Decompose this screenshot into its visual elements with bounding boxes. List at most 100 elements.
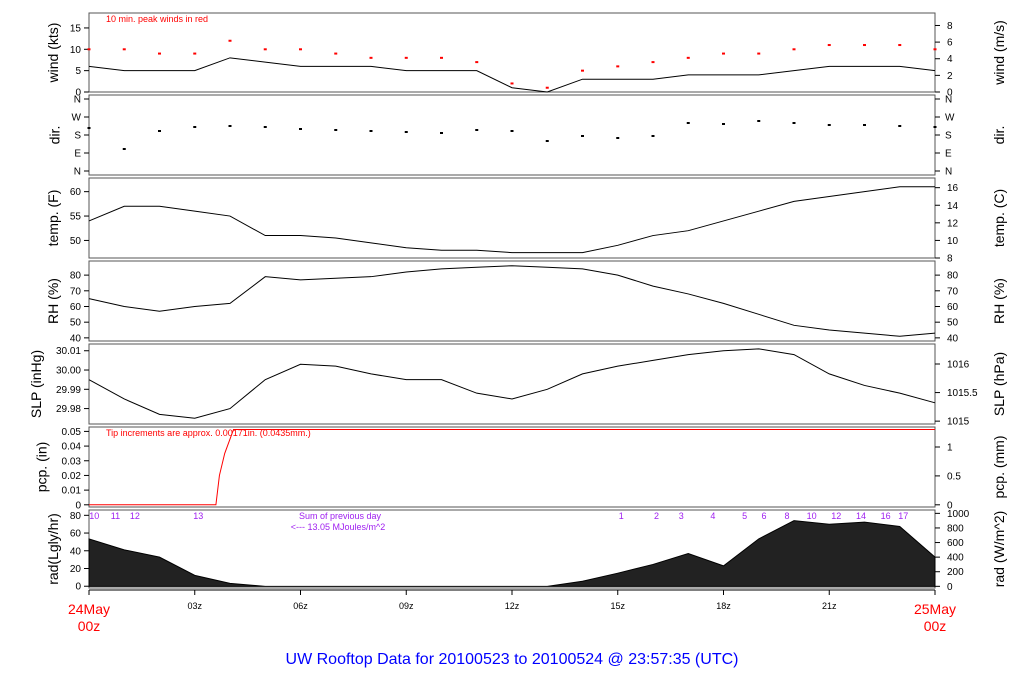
dir-direction-point xyxy=(228,125,232,127)
rad-area xyxy=(88,520,936,587)
pcp-panel-frame xyxy=(88,426,936,508)
pcp-rtick-label: 0 xyxy=(947,500,953,511)
dir-rtick-label: E xyxy=(945,149,952,160)
dir-direction-point xyxy=(757,120,761,122)
dir-direction-point xyxy=(545,140,549,142)
dir-direction-point xyxy=(827,124,831,126)
chart-title: UW Rooftop Data for 20100523 to 20100524… xyxy=(285,651,739,668)
rad-ytick-label: 20 xyxy=(70,564,82,575)
rad-rtick-label: 0 xyxy=(947,582,953,593)
rad-hour-mark: 4 xyxy=(710,511,715,521)
dir-rtick-label: W xyxy=(945,113,955,124)
pcp-ytick-label: 0.03 xyxy=(62,456,82,467)
slp-ytick-label: 29.99 xyxy=(56,385,81,396)
pcp-ylabel-right: pcp. (mm) xyxy=(991,436,1007,499)
rh-ytick-label: 50 xyxy=(70,318,82,329)
pcp-pcp-line xyxy=(89,428,935,506)
rad-rtick-label: 400 xyxy=(947,553,964,564)
wind-wind-line xyxy=(88,57,936,93)
x-tick-label: 18z xyxy=(716,601,731,611)
rad-hour-mark: 14 xyxy=(856,511,866,521)
wind-peak-point xyxy=(440,56,443,59)
rad-rtick-label: 1000 xyxy=(947,509,970,520)
pcp-ytick-label: 0.05 xyxy=(62,427,82,438)
wind-peak-point xyxy=(545,86,549,89)
dir-ylabel-right: dir. xyxy=(991,126,1007,145)
rad-hour-mark: 6 xyxy=(762,511,767,521)
dir-direction-point xyxy=(863,124,866,126)
temp-rtick-label: 10 xyxy=(947,236,959,247)
rad-hour-mark: 10 xyxy=(89,511,99,521)
x-start-label: 00z xyxy=(78,618,101,634)
rh-ytick-label: 80 xyxy=(70,271,82,282)
rad-note-2: <--- 13.05 MJoules/m^2 xyxy=(291,522,386,532)
wind-rtick-label: 4 xyxy=(947,54,953,65)
wind-panel-frame xyxy=(88,12,936,93)
wind-peak-point xyxy=(475,61,479,64)
rad-ylabel-right: rad (W/m^2) xyxy=(991,511,1007,588)
dir-direction-point xyxy=(510,130,514,132)
pcp-note: Tip increments are approx. 0.00171in. (0… xyxy=(106,428,311,438)
x-end-label: 25May xyxy=(914,601,956,617)
rad-hour-mark: 16 xyxy=(881,511,891,521)
rh-ytick-label: 40 xyxy=(70,333,82,344)
x-tick-label: 12z xyxy=(505,601,520,611)
wind-ylabel-right: wind (m/s) xyxy=(991,20,1007,86)
wind-peak-point xyxy=(404,56,408,59)
dir-ytick-label: E xyxy=(74,149,81,160)
wind-peak-point xyxy=(581,69,584,72)
rad-note-1: Sum of previous day xyxy=(299,511,382,521)
wind-peak-point xyxy=(158,52,161,55)
wind-peak-point xyxy=(792,48,796,51)
slp-ylabel: SLP (inHg) xyxy=(28,350,44,418)
pcp-rtick-label: 1 xyxy=(947,443,953,454)
wind-peak-point xyxy=(369,56,373,59)
wind-rtick-label: 8 xyxy=(947,21,953,32)
rad-hour-mark: 10 xyxy=(807,511,817,521)
wind-peak-point xyxy=(299,48,302,51)
wind-ytick-label: 15 xyxy=(70,23,82,34)
rad-hour-mark: 5 xyxy=(742,511,747,521)
rh-rtick-label: 80 xyxy=(947,271,959,282)
dir-direction-point xyxy=(616,137,620,139)
rh-ylabel: RH (%) xyxy=(45,278,61,324)
x-tick-label: 06z xyxy=(293,601,308,611)
rad-ytick-label: 0 xyxy=(75,582,81,593)
dir-direction-point xyxy=(581,135,584,137)
temp-rtick-label: 12 xyxy=(947,218,959,229)
wind-peak-point xyxy=(863,44,866,47)
wind-rtick-label: 2 xyxy=(947,71,953,82)
wind-ytick-label: 5 xyxy=(75,66,81,77)
rad-hour-mark: 3 xyxy=(679,511,684,521)
temp-ytick-label: 55 xyxy=(70,212,82,223)
rad-rtick-label: 800 xyxy=(947,523,964,534)
dir-direction-point xyxy=(369,130,373,132)
temp-rtick-label: 16 xyxy=(947,183,959,194)
rh-rtick-label: 60 xyxy=(947,302,959,313)
rh-ytick-label: 70 xyxy=(70,286,82,297)
dir-rtick-label: N xyxy=(945,95,952,106)
temp-ylabel: temp. (F) xyxy=(45,190,61,247)
rh-panel-frame xyxy=(88,260,936,342)
temp-temp-line xyxy=(88,186,935,254)
dir-direction-point xyxy=(158,130,161,132)
wind-peak-point xyxy=(722,52,725,55)
rh-rtick-label: 70 xyxy=(947,286,959,297)
wind-peak-point xyxy=(87,48,91,51)
slp-rtick-label: 1016 xyxy=(947,360,970,371)
rad-ytick-label: 40 xyxy=(70,546,82,557)
slp-ytick-label: 30.01 xyxy=(56,346,81,357)
dir-direction-point xyxy=(263,126,267,128)
wind-peak-point xyxy=(757,52,761,55)
dir-direction-point xyxy=(440,132,443,134)
rad-hour-mark: 12 xyxy=(130,511,140,521)
wind-peak-point xyxy=(827,44,831,47)
rh-rtick-label: 50 xyxy=(947,318,959,329)
temp-ytick-label: 50 xyxy=(70,236,82,247)
wind-note: 10 min. peak winds in red xyxy=(106,14,208,24)
wind-peak-point xyxy=(334,52,338,55)
rad-hour-mark: 13 xyxy=(193,511,203,521)
rad-hour-mark: 8 xyxy=(784,511,789,521)
rad-hour-mark: 17 xyxy=(898,511,908,521)
rad-ytick-label: 80 xyxy=(70,511,82,522)
